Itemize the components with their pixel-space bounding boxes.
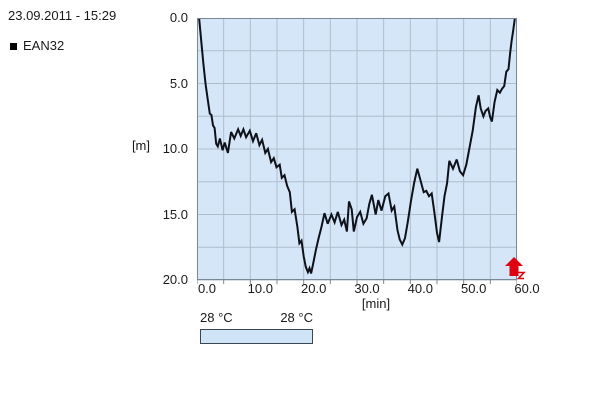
ascent-rate-warning-icon[interactable] [503,255,527,281]
y-tick-label: 15.0 [162,206,188,222]
gas-legend: EAN32 [10,39,64,53]
depth-profile-line [198,18,516,275]
y-tick-label: 10.0 [162,141,188,156]
temperature-bar [200,329,313,344]
y-tick-label: 5.0 [169,75,188,91]
legend-square-marker-icon [10,42,17,50]
gas-legend-label: EAN32 [23,38,65,53]
dive-datetime: 23.09.2011 - 15:29 [8,8,117,23]
y-tick-label: 0.0 [169,10,188,25]
temperature-start-label: 28 °C [200,310,233,325]
x-tick-label: 40.0 [407,281,433,296]
y-axis-unit-label: [m] [131,138,150,153]
x-tick-label: 20.0 [301,281,327,296]
x-tick-label: 0.0 [197,281,217,296]
y-tick-label: 20.0 [162,272,188,287]
x-tick-label: 10.0 [247,281,273,296]
x-tick-label: 30.0 [354,281,380,296]
dive-profile-plot [197,18,517,284]
temperature-end-label: 28 °C [280,310,313,325]
x-tick-label: 50.0 [461,281,487,296]
x-tick-label: 60.0 [514,281,540,296]
x-axis-unit-label: [min] [361,296,391,311]
